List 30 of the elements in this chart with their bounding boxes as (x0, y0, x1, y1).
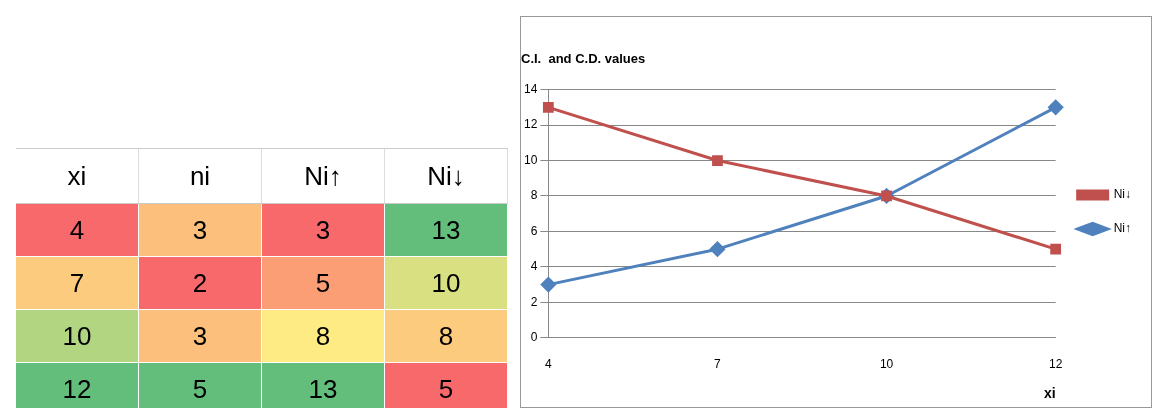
x-tick-label: Ni↓ (385, 149, 508, 203)
data-label: 3 (139, 204, 262, 257)
x-tick-label: 7 (714, 357, 722, 372)
legend-label: Ni↑ (1113, 221, 1132, 236)
x-axis-title: xi (1043, 385, 1056, 402)
data-label: 5 (139, 363, 262, 408)
data-label: 13 (262, 363, 385, 408)
data-label: 3 (262, 204, 385, 257)
data-label: 5 (262, 257, 385, 310)
x-tick-label: 4 (545, 357, 552, 372)
y-tick-label: 8 (530, 188, 538, 203)
y-tick-label: 14 (523, 81, 538, 96)
data-label: 7 (16, 257, 139, 310)
y-tick-label: 6 (530, 223, 538, 238)
data-label: 3 (139, 310, 262, 363)
data-label: 13 (385, 204, 508, 257)
y-tick-label: 2 (530, 294, 538, 309)
x-tick-label: Ni↑ (262, 149, 385, 203)
chart-title: C.I. and C.D. values (521, 51, 646, 67)
y-tick-label: 12 (523, 117, 538, 132)
data-label: 8 (262, 310, 385, 363)
y-tick-label: 0 (530, 330, 538, 345)
data-label: 2 (139, 257, 262, 310)
x-tick-label: 12 (1048, 357, 1063, 372)
data-label: 5 (385, 363, 508, 408)
x-tick-label: 10 (879, 357, 894, 372)
x-tick-label: xi (16, 149, 139, 203)
data-label: 4 (16, 204, 139, 257)
x-tick-label: ni (139, 149, 262, 203)
y-tick-label: 4 (530, 259, 538, 274)
